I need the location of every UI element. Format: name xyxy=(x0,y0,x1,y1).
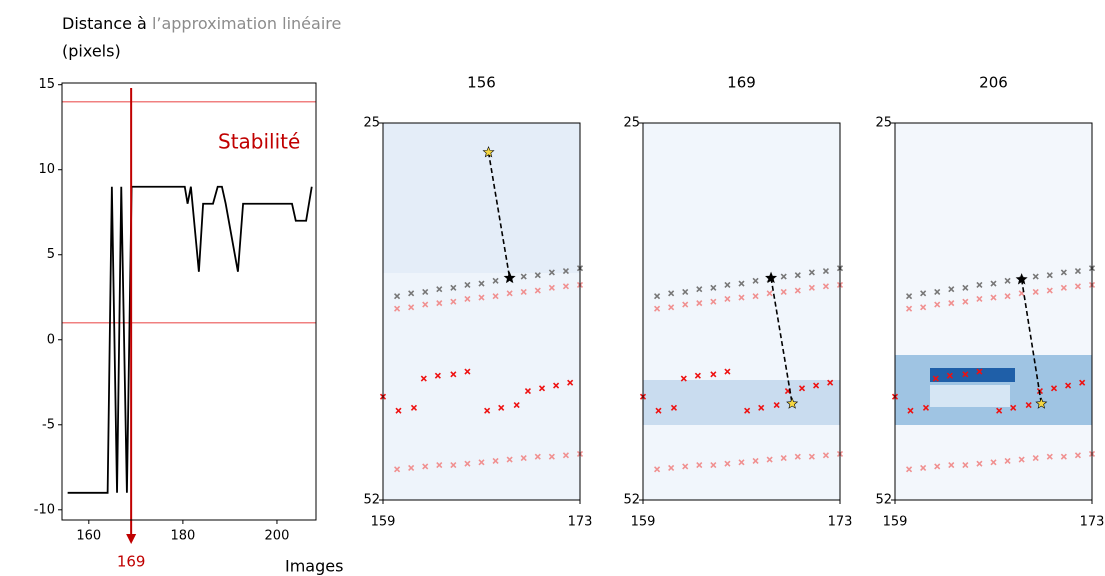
marker-label: 169 xyxy=(117,553,146,571)
y-axis-label: (pixels) xyxy=(62,42,121,61)
y-tick-label: 25 xyxy=(875,116,892,131)
y-tick-label: 15 xyxy=(38,77,55,92)
x-axis-label: Images xyxy=(285,557,343,576)
heatmap-band xyxy=(643,380,840,425)
heatmap-bg xyxy=(643,123,840,500)
x-tick-label: 173 xyxy=(568,515,593,530)
x-tick-label: 159 xyxy=(631,515,656,530)
y-label-part: Distance à xyxy=(62,14,152,33)
x-tick-label: 173 xyxy=(828,515,853,530)
y-tick-label: 25 xyxy=(623,116,640,131)
marker-arrow xyxy=(126,534,136,544)
x-tick-label: 160 xyxy=(76,529,101,544)
y-tick-label: 25 xyxy=(363,116,380,131)
heatmap-band xyxy=(930,368,1015,382)
y-label-part: l’approximation linéaire xyxy=(152,14,341,33)
y-tick-label: 10 xyxy=(38,162,55,177)
y-axis-label: Distance à l’approximation linéaire xyxy=(62,14,341,33)
y-tick-label: 52 xyxy=(363,493,380,508)
y-tick-label: 52 xyxy=(875,493,892,508)
y-tick-label: -10 xyxy=(34,502,55,517)
heatmap-bg xyxy=(383,123,580,273)
figure: Distance à l’approximation linéaire (pix… xyxy=(0,0,1105,576)
x-tick-label: 180 xyxy=(170,529,195,544)
x-tick-label: 200 xyxy=(265,529,290,544)
panel-title: 156 xyxy=(467,74,496,92)
heatmap-band xyxy=(930,385,1010,407)
annotation: Stabilité xyxy=(218,130,300,154)
x-tick-label: 159 xyxy=(371,515,396,530)
panel-title: 206 xyxy=(979,74,1008,92)
panel-title: 169 xyxy=(727,74,756,92)
y-tick-label: 5 xyxy=(47,247,55,262)
y-tick-label: 52 xyxy=(623,493,640,508)
heatmap-bg xyxy=(895,123,1092,500)
x-tick-label: 173 xyxy=(1080,515,1105,530)
data-line xyxy=(68,187,312,493)
x-tick-label: 159 xyxy=(883,515,908,530)
y-tick-label: -5 xyxy=(42,417,55,432)
y-tick-label: 0 xyxy=(47,332,55,347)
